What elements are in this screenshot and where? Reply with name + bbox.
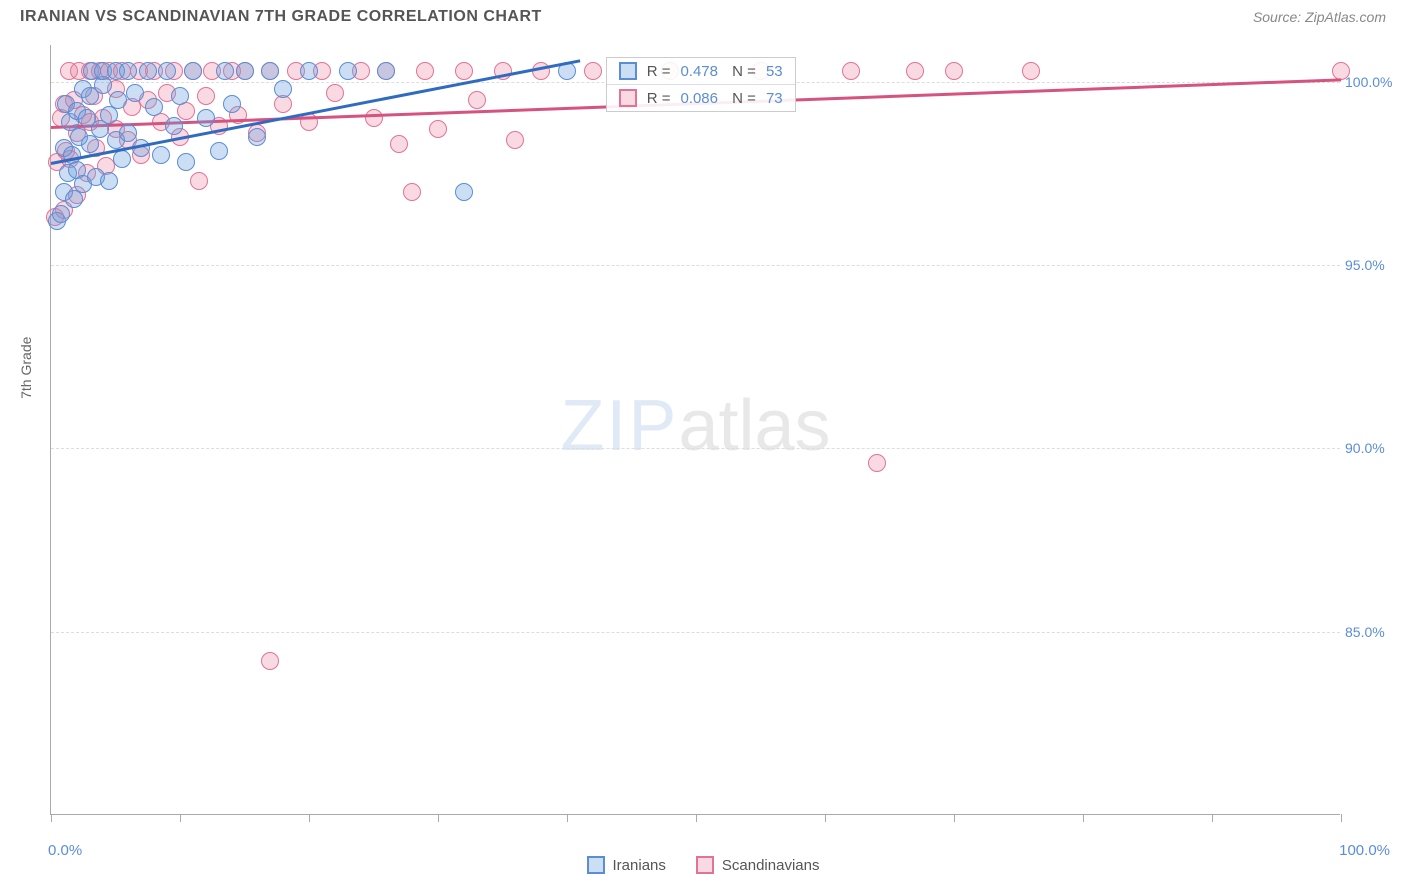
data-point (945, 62, 963, 80)
y-tick-label: 95.0% (1345, 257, 1400, 273)
data-point (506, 131, 524, 149)
data-point (403, 183, 421, 201)
data-point (842, 62, 860, 80)
data-point (300, 62, 318, 80)
legend-item-scandinavians: Scandinavians (696, 856, 820, 874)
data-point (197, 109, 215, 127)
data-point (584, 62, 602, 80)
x-tick-mark (1212, 814, 1213, 822)
legend-label-scandinavians: Scandinavians (722, 857, 820, 874)
x-tick-mark (1083, 814, 1084, 822)
data-point (109, 91, 127, 109)
x-tick-mark (954, 814, 955, 822)
data-point (868, 454, 886, 472)
stats-box: R = 0.478 N = 53 R = 0.086 N = 73 (606, 57, 796, 112)
data-point (377, 62, 395, 80)
y-axis-label: 7th Grade (18, 337, 34, 399)
x-tick-mark (180, 814, 181, 822)
y-tick-label: 90.0% (1345, 440, 1400, 456)
data-point (119, 124, 137, 142)
data-point (223, 95, 241, 113)
legend-swatch-scandinavians (696, 856, 714, 874)
data-point (236, 62, 254, 80)
legend-swatch-iranians (587, 856, 605, 874)
source-attribution: Source: ZipAtlas.com (1253, 9, 1386, 25)
plot-area: ZIPatlas 85.0%90.0%95.0%100.0%R =0.478 N… (50, 45, 1340, 815)
stat-r-value: 0.086 (680, 90, 718, 107)
legend-label-iranians: Iranians (613, 857, 666, 874)
data-point (152, 146, 170, 164)
x-tick-mark (825, 814, 826, 822)
data-point (261, 62, 279, 80)
data-point (429, 120, 447, 138)
stats-row: R = 0.478 N = 53 (607, 58, 795, 85)
data-point (390, 135, 408, 153)
x-tick-mark (1341, 814, 1342, 822)
gridline (51, 632, 1340, 633)
data-point (139, 62, 157, 80)
stat-r-value: 0.478 (680, 63, 718, 80)
data-point (365, 109, 383, 127)
legend-item-iranians: Iranians (587, 856, 666, 874)
data-point (248, 128, 266, 146)
data-point (177, 153, 195, 171)
data-point (455, 183, 473, 201)
data-point (145, 98, 163, 116)
stat-r-label: R = (647, 63, 671, 80)
data-point (326, 84, 344, 102)
gridline (51, 265, 1340, 266)
x-tick-mark (567, 814, 568, 822)
stat-r-label: R = (647, 90, 671, 107)
stat-n-label: N = (728, 90, 756, 107)
data-point (197, 87, 215, 105)
data-point (100, 172, 118, 190)
data-point (455, 62, 473, 80)
stat-n-value: 73 (766, 90, 783, 107)
data-point (165, 117, 183, 135)
data-point (171, 87, 189, 105)
chart-legend: Iranians Scandinavians (0, 842, 1406, 888)
y-tick-label: 85.0% (1345, 624, 1400, 640)
stats-row: R = 0.086 N = 73 (607, 85, 795, 111)
data-point (261, 652, 279, 670)
data-point (210, 142, 228, 160)
watermark-part1: ZIP (560, 385, 678, 465)
data-point (1022, 62, 1040, 80)
watermark: ZIPatlas (560, 384, 830, 466)
data-point (339, 62, 357, 80)
x-tick-mark (438, 814, 439, 822)
gridline (51, 448, 1340, 449)
stats-swatch (619, 62, 637, 80)
y-tick-label: 100.0% (1345, 74, 1400, 90)
data-point (468, 91, 486, 109)
data-point (216, 62, 234, 80)
data-point (190, 172, 208, 190)
chart-title: IRANIAN VS SCANDINAVIAN 7TH GRADE CORREL… (20, 8, 542, 26)
data-point (158, 62, 176, 80)
data-point (126, 84, 144, 102)
data-point (184, 62, 202, 80)
stats-swatch (619, 89, 637, 107)
x-tick-mark (309, 814, 310, 822)
stat-n-value: 53 (766, 63, 783, 80)
plot-container: ZIPatlas 85.0%90.0%95.0%100.0%R =0.478 N… (50, 45, 1340, 815)
data-point (119, 62, 137, 80)
data-point (1332, 62, 1350, 80)
data-point (52, 205, 70, 223)
x-tick-mark (51, 814, 52, 822)
watermark-part2: atlas (678, 385, 830, 465)
data-point (416, 62, 434, 80)
stat-n-label: N = (728, 63, 756, 80)
data-point (906, 62, 924, 80)
data-point (274, 80, 292, 98)
x-tick-mark (696, 814, 697, 822)
